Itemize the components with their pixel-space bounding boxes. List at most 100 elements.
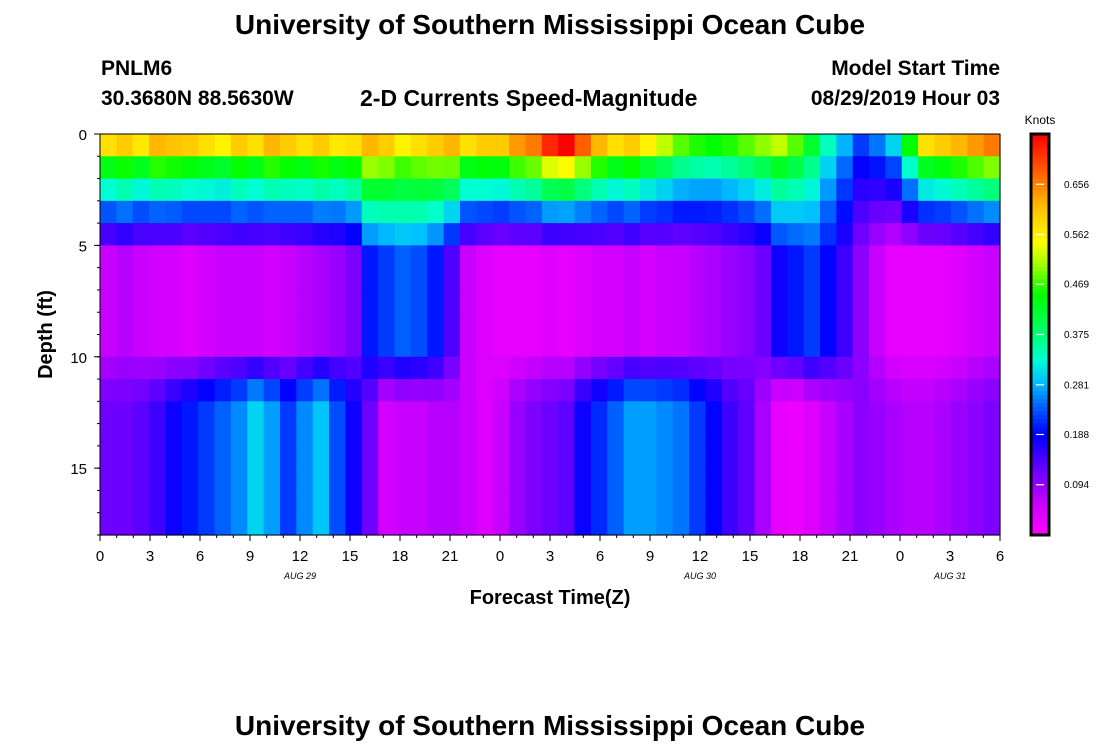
heatmap-cell [100, 312, 117, 336]
colorbar-band [1031, 414, 1049, 420]
colorbar-band [1031, 358, 1049, 364]
heatmap-cell [787, 178, 805, 202]
heatmap-cell [869, 445, 887, 469]
heatmap-cell [165, 512, 183, 536]
heatmap-cell [574, 401, 592, 425]
heatmap-cell [214, 445, 232, 469]
heatmap-cell [721, 134, 739, 157]
heatmap-cell [410, 200, 428, 224]
heatmap-cell [541, 289, 559, 313]
heatmap-cell [165, 468, 183, 492]
heatmap-cell [312, 512, 330, 536]
heatmap-cell [361, 267, 379, 291]
heatmap-cell [410, 423, 428, 447]
heatmap-cell [492, 223, 510, 246]
heatmap-cell [198, 423, 216, 447]
heatmap-cell [607, 423, 625, 447]
heatmap-cell [918, 156, 936, 180]
heatmap-cell [901, 445, 919, 469]
colorbar-band [1031, 338, 1049, 344]
heatmap-cell [640, 245, 657, 269]
heatmap-cell [656, 445, 674, 469]
heatmap-cell [590, 245, 608, 269]
heatmap-cell [116, 334, 134, 358]
heatmap-cell [263, 423, 281, 447]
heatmap-cell [149, 490, 167, 514]
heatmap-cell [149, 134, 167, 157]
heatmap-cell [574, 289, 592, 313]
heatmap-cell [852, 245, 870, 269]
heatmap-cell [476, 245, 494, 269]
heatmap-cell [410, 356, 428, 380]
heatmap-cell [312, 134, 330, 157]
heatmap-cell [803, 401, 821, 425]
heatmap-cell [640, 423, 657, 447]
heatmap-cell [885, 200, 903, 224]
heatmap-cell [214, 312, 232, 336]
colorbar-band [1031, 158, 1049, 163]
heatmap-cell [820, 223, 837, 246]
heatmap-cell [329, 379, 347, 402]
heatmap-cell [394, 156, 412, 180]
colorbar-band [1031, 162, 1049, 167]
heatmap-cell [312, 334, 330, 358]
heatmap-cell [263, 223, 281, 246]
heatmap-cell [509, 512, 527, 536]
heatmap-cell [460, 156, 477, 180]
heatmap-cell [443, 134, 461, 157]
colorbar-band [1031, 350, 1049, 356]
heatmap-cell [705, 490, 723, 514]
heatmap-cell [574, 312, 592, 336]
colorbar-tick-label: 0.562 [1064, 230, 1089, 241]
heatmap-cell [378, 356, 396, 380]
heatmap-cell [443, 223, 461, 246]
heatmap-cell [672, 379, 690, 402]
heatmap-cell [394, 423, 412, 447]
heatmap-cell [378, 289, 396, 313]
heatmap-cell [378, 267, 396, 291]
heatmap-cell [852, 312, 870, 336]
colorbar-band [1031, 490, 1049, 496]
heatmap-cell [623, 401, 641, 425]
heatmap-cell [787, 134, 805, 157]
heatmap-cell [705, 178, 723, 202]
heatmap-cell [394, 468, 412, 492]
heatmap-cell [983, 423, 1001, 447]
heatmap-cell [443, 379, 461, 402]
heatmap-cell [590, 468, 608, 492]
heatmap-cell [525, 490, 543, 514]
heatmap-cell [410, 401, 428, 425]
heatmap-cell [934, 423, 952, 447]
heatmap-cell [852, 267, 870, 291]
heatmap-cell [803, 379, 821, 402]
heatmap-cell [590, 401, 608, 425]
heatmap-cell [574, 134, 592, 157]
heatmap-cell [230, 401, 248, 425]
heatmap-cell [443, 245, 461, 269]
heatmap-cell [803, 223, 821, 246]
heatmap-cell [836, 379, 854, 402]
heatmap-cell [476, 401, 494, 425]
heatmap-cell [820, 468, 837, 492]
heatmap-cell [165, 356, 183, 380]
heatmap-cell [263, 334, 281, 358]
heatmap-cell [100, 379, 117, 402]
heatmap-cell [950, 512, 968, 536]
heatmap-cell [558, 334, 576, 358]
heatmap-cell [950, 267, 968, 291]
heatmap-cell [345, 289, 363, 313]
heatmap-cell [541, 512, 559, 536]
heatmap-cell [885, 223, 903, 246]
heatmap-cell [476, 445, 494, 469]
heatmap-cell [214, 334, 232, 358]
heatmap-cell [787, 289, 805, 313]
heatmap-cell [427, 356, 445, 380]
heatmap-cell [509, 200, 527, 224]
heatmap-cell [541, 423, 559, 447]
heatmap-cell [296, 490, 314, 514]
y-tick-label: 15 [70, 461, 87, 478]
heatmap-cell [230, 468, 248, 492]
heatmap-cell [443, 490, 461, 514]
heatmap-cell [247, 490, 265, 514]
colorbar-band [1031, 302, 1049, 308]
